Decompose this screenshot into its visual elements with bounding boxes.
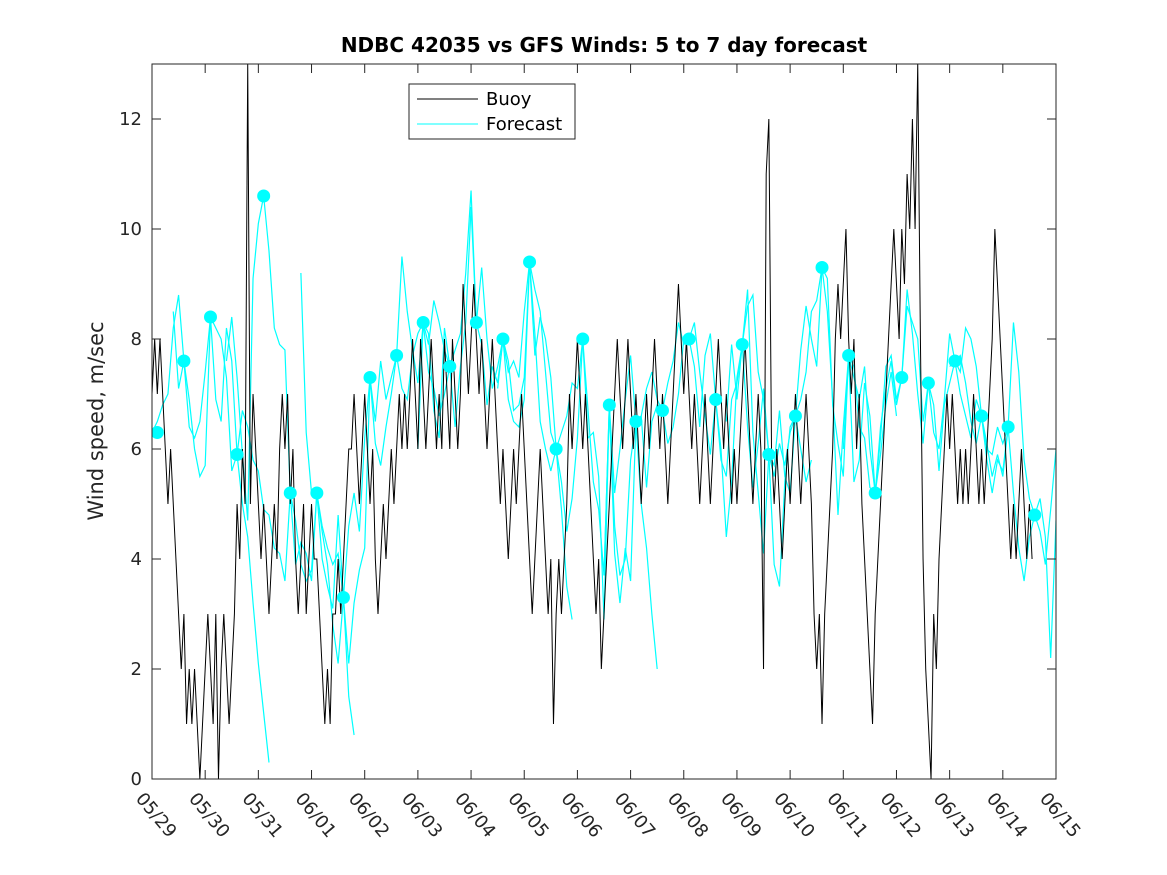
legend-buoy-label: Buoy: [486, 89, 532, 110]
forecast-point-4: [257, 189, 271, 203]
forecast-point-16: [576, 332, 590, 346]
y-axis-label: Wind speed, m/sec: [84, 321, 108, 520]
forecast-point-17: [602, 398, 616, 412]
forecast-trace-5: [497, 261, 812, 620]
buoy-series: [152, 64, 1033, 779]
forecast-point-2: [203, 310, 217, 324]
forecast-trace-8: [842, 289, 1056, 659]
forecast-point-23: [762, 448, 776, 461]
forecast-point-1: [177, 354, 191, 368]
y-tick-label-1: 2: [131, 659, 142, 680]
forecast-point-15: [549, 442, 563, 456]
forecast-point-6: [310, 486, 324, 500]
forecast-point-12: [469, 316, 483, 329]
forecast-point-10: [416, 316, 430, 329]
forecast-point-33: [1028, 508, 1042, 522]
forecast-point-20: [682, 332, 696, 346]
forecast-point-5: [283, 486, 297, 500]
forecast-point-25: [815, 261, 829, 274]
forecast-point-32: [1001, 420, 1015, 434]
legend: Buoy Forecast: [408, 83, 576, 140]
buoy-line: [152, 64, 1033, 779]
forecast-point-9: [390, 349, 404, 362]
legend-box: [408, 83, 576, 140]
y-tick-label-6: 12: [119, 109, 142, 130]
forecast-markers: [152, 189, 1042, 604]
forecast-point-31: [975, 409, 989, 423]
forecast-trace-9: [949, 322, 1056, 565]
y-axis: 0 2 4 6 8 10 12: [119, 109, 1056, 790]
forecast-point-7: [336, 591, 350, 604]
forecast-trace-7: [725, 267, 1009, 587]
forecast-point-18: [629, 415, 643, 428]
forecast-point-27: [868, 486, 882, 500]
forecast-point-13: [496, 332, 510, 346]
forecast-point-29: [921, 376, 935, 390]
forecast-point-26: [842, 349, 856, 362]
plot-frame: [151, 63, 1057, 780]
y-tick-label-0: 0: [131, 769, 142, 790]
forecast-trace-4: [417, 206, 658, 670]
forecast-point-28: [895, 371, 909, 384]
y-tick-label-5: 10: [119, 219, 142, 240]
forecast-point-30: [948, 354, 962, 368]
forecast-point-22: [735, 338, 749, 351]
forecast-point-19: [655, 404, 669, 417]
y-tick-label-3: 6: [131, 439, 142, 460]
forecast-point-14: [523, 255, 537, 269]
forecast-point-21: [709, 393, 723, 406]
y-tick-label-2: 4: [131, 549, 142, 570]
plot-area: [151, 63, 1057, 780]
legend-forecast-label: Forecast: [486, 114, 562, 135]
forecast-point-3: [230, 448, 244, 461]
forecast-point-0: [152, 426, 164, 439]
forecast-point-11: [443, 360, 457, 373]
forecast-point-8: [363, 371, 377, 384]
forecast-point-24: [788, 409, 802, 423]
y-tick-label-4: 8: [131, 329, 142, 350]
chart-title: NDBC 42035 vs GFS Winds: 5 to 7 day fore…: [341, 33, 868, 57]
